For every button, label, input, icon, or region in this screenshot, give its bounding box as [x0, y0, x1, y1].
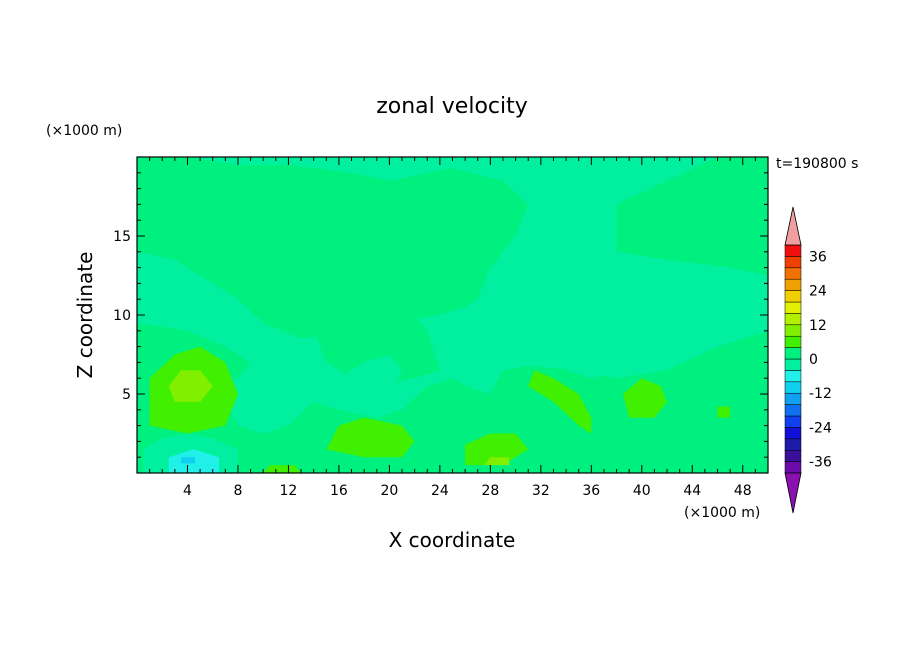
x-axis-label: X coordinate — [389, 528, 516, 552]
colorbar-segment — [784, 267, 802, 280]
contour-region — [313, 283, 440, 387]
y-axis: 5 10 15 — [113, 172, 768, 458]
contour-region — [168, 370, 213, 402]
x-tick-label: 48 — [734, 483, 752, 499]
contour-region — [616, 157, 768, 276]
x-tick-label: 12 — [280, 483, 298, 499]
colorbar-segment — [784, 244, 802, 257]
colorbar-segment — [784, 427, 802, 440]
colorbar-tick-label: -24 — [809, 420, 832, 436]
x-tick-label: 24 — [431, 483, 449, 499]
contour-region — [137, 157, 529, 339]
colorbar-tick-label: -12 — [809, 386, 832, 402]
colorbar-under-arrow — [784, 472, 802, 514]
x-tick-label: 8 — [233, 483, 242, 499]
colorbar-segment — [784, 324, 802, 337]
x-tick-label: 44 — [683, 483, 701, 499]
time-label: t=190800 s — [776, 156, 858, 172]
colorbar-segment — [784, 290, 802, 303]
contour-region — [263, 465, 302, 473]
x-tick-label: 28 — [481, 483, 499, 499]
colorbar-segment — [784, 392, 802, 405]
contour-regions — [137, 157, 768, 473]
x-unit-label: (×1000 m) — [684, 505, 760, 521]
contour-region — [528, 370, 592, 434]
colorbar-segment — [784, 335, 802, 348]
y-tick-label: 5 — [122, 387, 131, 403]
x-tick-label: 32 — [532, 483, 550, 499]
colorbar-tick-label: 24 — [809, 284, 827, 300]
contour-region — [717, 406, 731, 418]
x-axis: 4 8 12 16 20 24 28 32 36 40 44 48 — [149, 157, 756, 499]
colorbar-segment — [784, 404, 802, 417]
x-tick-label: 16 — [330, 483, 348, 499]
colorbar: 36 24 12 0 -12 -24 -36 — [784, 206, 832, 514]
y-tick-label: 10 — [113, 308, 131, 324]
colorbar-segment — [784, 370, 802, 383]
colorbar-segment — [784, 278, 802, 291]
colorbar-tick-label: 12 — [809, 318, 827, 334]
y-axis-label: Z coordinate — [73, 252, 97, 379]
colorbar-tick-label: 0 — [809, 352, 818, 368]
colorbar-segment — [784, 301, 802, 314]
y-tick-label: 15 — [113, 229, 131, 245]
x-tick-label: 20 — [380, 483, 398, 499]
contour-region — [465, 433, 529, 466]
colorbar-tick-label: 36 — [809, 249, 827, 265]
x-tick-label: 4 — [183, 483, 192, 499]
colorbar-segment — [784, 415, 802, 428]
chart-title: zonal velocity — [376, 94, 528, 119]
colorbar-segment — [784, 449, 802, 462]
colorbar-segment — [784, 381, 802, 394]
contour-region — [326, 417, 415, 458]
x-tick-label: 40 — [633, 483, 651, 499]
contour-region — [484, 457, 510, 466]
contour-region — [566, 346, 617, 379]
contour-region — [622, 378, 667, 418]
colorbar-segment — [784, 461, 802, 474]
colorbar-segment — [784, 438, 802, 451]
contour-region — [137, 330, 768, 473]
colorbar-segment — [784, 313, 802, 326]
colorbar-segment — [784, 347, 802, 360]
colorbar-tick-label: -36 — [809, 455, 832, 471]
colorbar-segment — [784, 358, 802, 371]
colorbar-over-arrow — [784, 206, 802, 246]
y-unit-label: (×1000 m) — [46, 123, 122, 139]
contour-region — [338, 354, 402, 410]
colorbar-segment — [784, 256, 802, 269]
x-tick-label: 36 — [582, 483, 600, 499]
contour-region — [181, 457, 196, 464]
